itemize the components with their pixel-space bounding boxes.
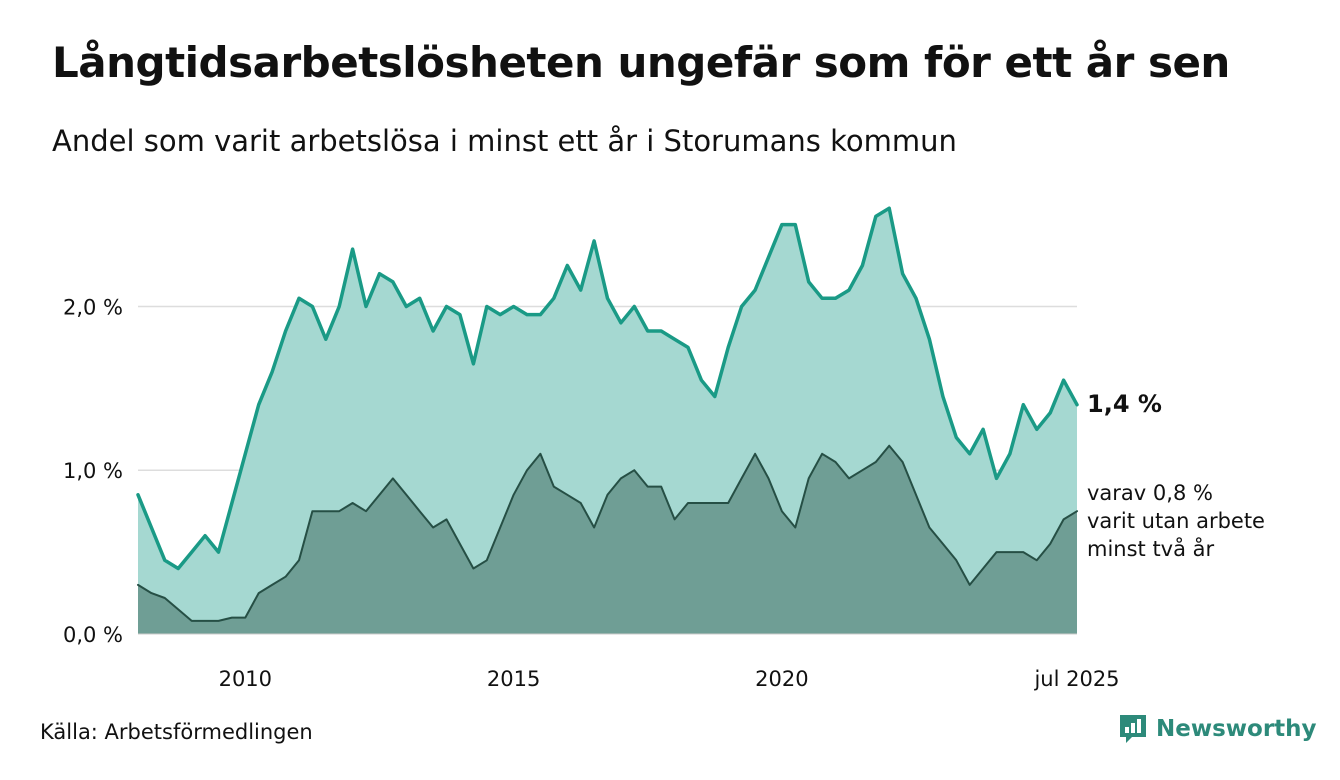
- x-axis-ticks: 2010 2015 2020 jul 2025: [219, 667, 1120, 691]
- brand-name: Newsworthy: [1156, 716, 1317, 742]
- y-tick-label: 2,0 %: [63, 295, 123, 319]
- brand-logo[interactable]: Newsworthy: [1118, 713, 1317, 745]
- x-tick-label: 2010: [219, 667, 272, 691]
- y-tick-label: 1,0 %: [63, 459, 123, 483]
- series-total-line: [136, 206, 1079, 571]
- y-tick-label: 0,0 %: [63, 623, 123, 647]
- series-two-years-area: [138, 445, 1077, 634]
- last-value-sub-label-3: minst två år: [1087, 536, 1215, 561]
- series-layer: [136, 206, 1079, 635]
- last-value-sub-label-1: varav 0,8 %: [1087, 481, 1213, 505]
- x-tick-label: 2015: [487, 667, 540, 691]
- x-tick-label: jul 2025: [1033, 667, 1119, 691]
- series-two-years-line: [137, 444, 1078, 622]
- y-axis-ticks: 0,0 % 1,0 % 2,0 %: [63, 295, 123, 647]
- annotation-layer: 1,4 % varav 0,8 % varit utan arbete mins…: [1087, 390, 1265, 561]
- x-tick-label: 2020: [755, 667, 808, 691]
- chart-subtitle: Andel som varit arbetslösa i minst ett å…: [52, 124, 957, 158]
- last-value-total-label: 1,4 %: [1087, 390, 1162, 418]
- newsworthy-logo-icon: [1120, 715, 1146, 743]
- last-value-sub-label-2: varit utan arbete: [1087, 509, 1265, 533]
- source-credit: Källa: Arbetsförmedlingen: [40, 720, 313, 744]
- chart-title: Långtidsarbetslösheten ungefär som för e…: [52, 38, 1230, 87]
